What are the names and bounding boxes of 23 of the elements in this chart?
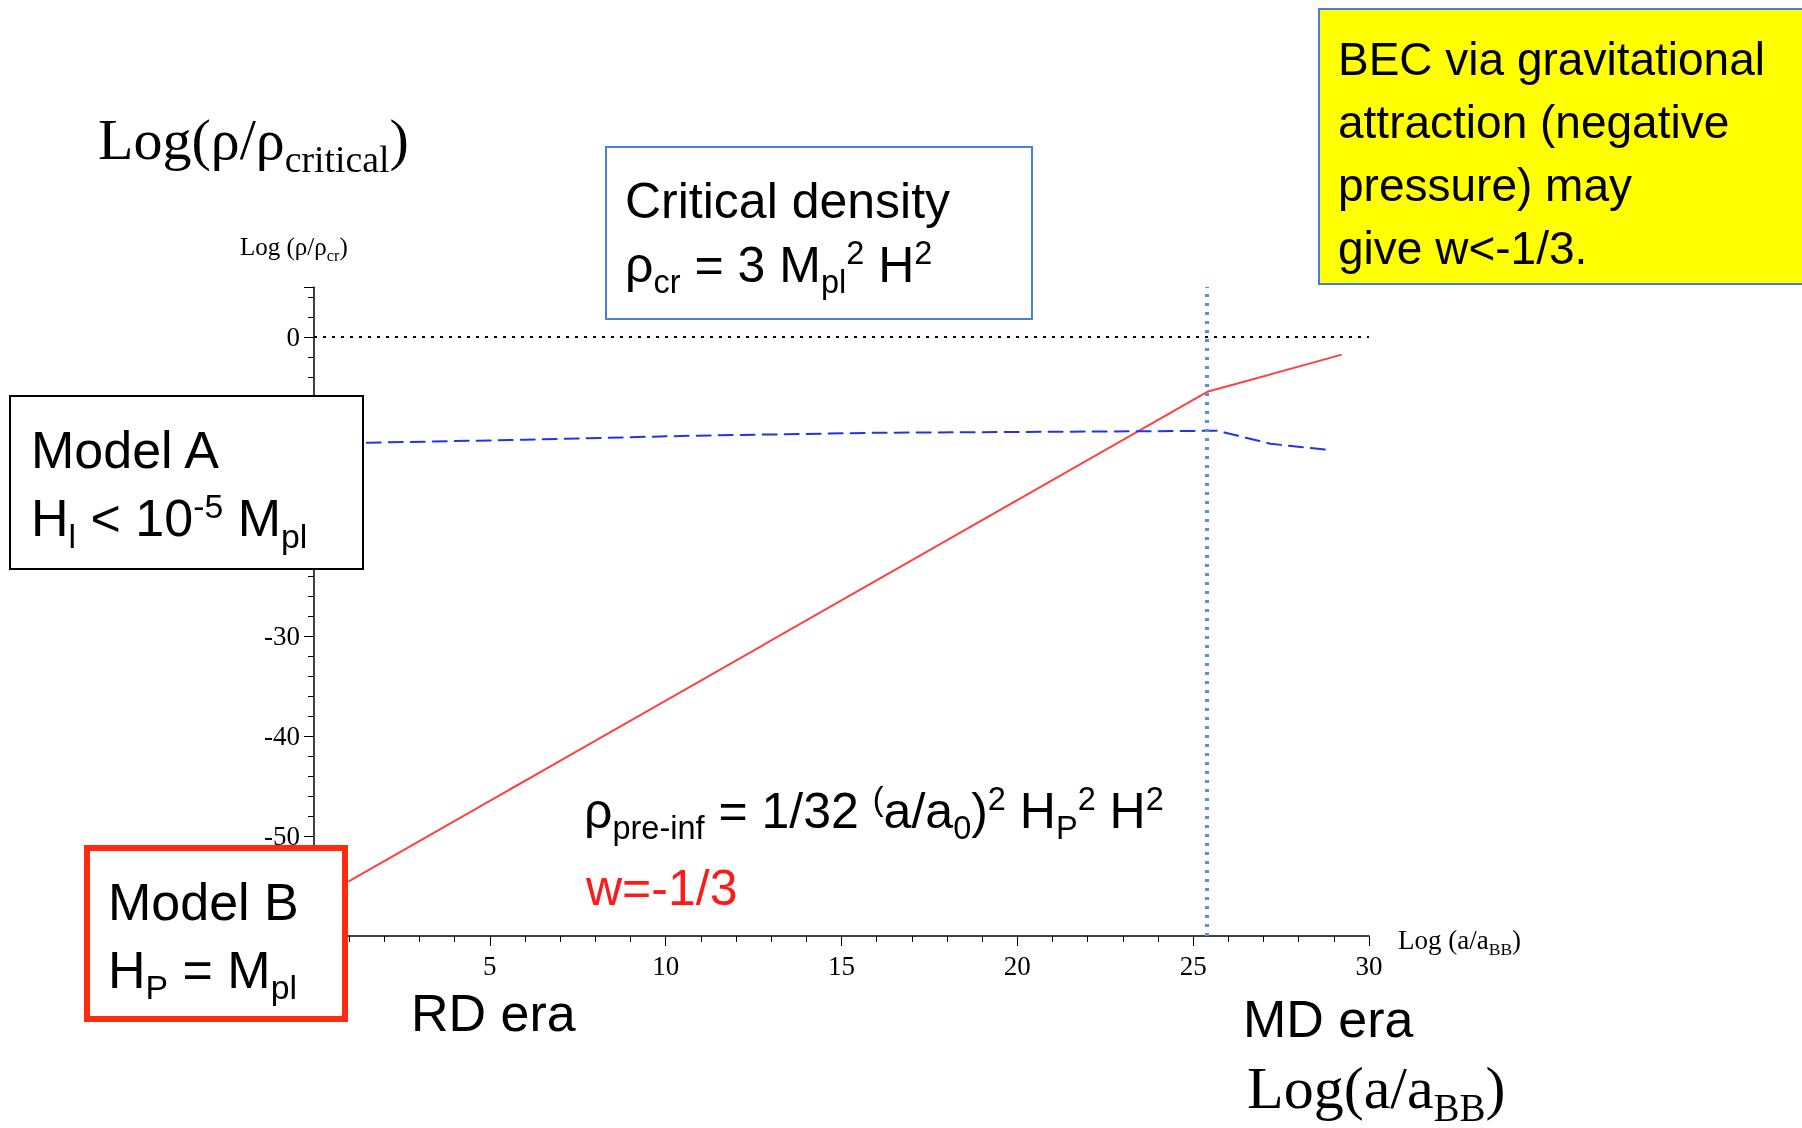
y-tick-label: 0 <box>286 321 300 352</box>
x-tick-label: 5 <box>483 950 497 981</box>
y-tick-label: -50 <box>264 821 300 852</box>
y-tick-label: -30 <box>264 621 300 652</box>
x-tick-label: 20 <box>1003 950 1031 981</box>
x-axis-title: Log (a/a$_{BB}$) <box>1398 924 1522 961</box>
text: RD era <box>411 983 576 1044</box>
text: ρ$_{pre-inf}$ = 1/32 $^{(}$a/a$_{0}$)$^{2}$ H$_{P}$$^{2}$ H$^{2}$ <box>584 781 1164 846</box>
text: BEC via gravitational attraction (negative pressure) may give w<-1/3. <box>1318 8 1802 285</box>
x-tick-label: 15 <box>828 950 855 981</box>
x-tick-label: 30 <box>1355 950 1383 981</box>
text: Model B H$_{P}$ = M$_{pl}$ <box>108 873 299 1006</box>
x-tick-label: 25 <box>1179 950 1207 981</box>
line-series <box>365 429 1328 451</box>
text: Log(a/a$_{BB}$) <box>1247 1054 1506 1128</box>
y-tick-label: -40 <box>264 721 300 752</box>
text: Log(ρ/ρ$_{critical}$) <box>98 106 409 182</box>
annotation: w=-1/3 <box>586 859 738 918</box>
annotation: Critical density ρ$_{cr}$ = 3 M$_{pl}$$^{2}$ H$^{2}$ <box>605 146 1033 320</box>
text: Model A H$_{l}$ < 10$^{-5}$ M$_{pl}$ <box>9 395 364 570</box>
x-tick-label: 10 <box>652 950 680 981</box>
text: MD era <box>1243 989 1414 1050</box>
y-axis-title: Log (ρ/ρ$_{cr}$) <box>240 232 348 267</box>
